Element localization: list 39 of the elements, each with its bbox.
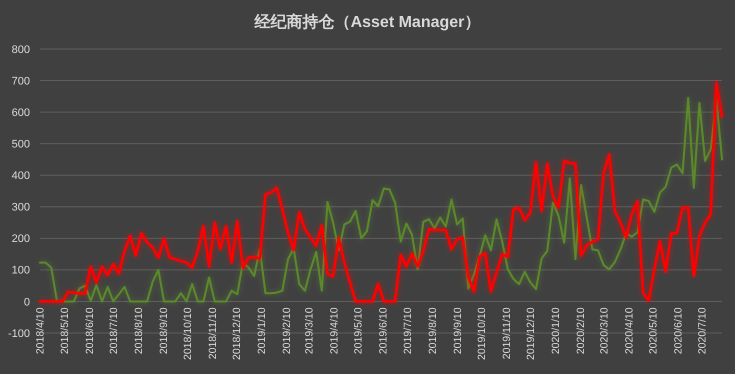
x-tick-label: 2018/5/10: [58, 307, 71, 354]
x-tick-label: 2019/12/10: [525, 307, 538, 360]
y-tick-label: 100: [12, 264, 30, 277]
x-tick-label: 2020/3/10: [598, 307, 610, 354]
x-tick-label: 2020/7/10: [696, 307, 709, 354]
x-tick-label: 2018/10/10: [182, 307, 194, 360]
x-tick-label: 2018/9/10: [158, 307, 170, 354]
x-tick-label: 2019/9/10: [452, 307, 464, 354]
x-tick-label: 2018/12/10: [231, 307, 244, 360]
y-tick-label: 500: [12, 138, 30, 151]
y-tick-label: 300: [12, 202, 30, 214]
chart-title: 经纪商持仓（Asset Manager）: [254, 13, 480, 31]
y-tick-label: 600: [12, 106, 30, 119]
y-tick-label: 700: [12, 75, 30, 88]
y-tick-label: 800: [12, 44, 30, 56]
y-tick-label: -100: [8, 328, 30, 340]
x-tick-label: 2019/5/10: [352, 307, 365, 354]
x-tick-label: 2019/7/10: [402, 307, 414, 354]
x-tick-label: 2019/3/10: [304, 307, 316, 354]
x-tick-label: 2018/7/10: [108, 307, 120, 354]
x-tick-label: 2019/11/10: [500, 307, 513, 360]
x-tick-label: 2018/4/10: [34, 307, 47, 354]
x-tick-label: 2018/6/10: [84, 307, 96, 354]
y-tick-label: 200: [12, 233, 30, 246]
x-tick-label: 2019/8/10: [426, 307, 439, 354]
x-tick-label: 2020/5/10: [647, 307, 660, 354]
x-tick-label: 2018/11/10: [206, 307, 219, 360]
x-tick-label: 2019/1/10: [256, 307, 268, 354]
y-tick-label: 400: [12, 170, 30, 182]
x-tick-label: 2019/4/10: [328, 307, 341, 354]
x-tick-label: 2020/6/10: [672, 307, 684, 354]
x-tick-label: 2019/6/10: [378, 307, 390, 354]
x-tick-label: 2018/8/10: [132, 307, 145, 354]
x-tick-label: 2020/2/10: [574, 307, 587, 354]
x-tick-label: 2019/2/10: [281, 307, 294, 354]
x-tick-label: 2019/10/10: [476, 307, 488, 360]
x-tick-label: 2020/1/10: [550, 307, 562, 354]
y-tick-label: 0: [24, 296, 30, 308]
x-tick-label: 2020/4/10: [623, 307, 636, 354]
